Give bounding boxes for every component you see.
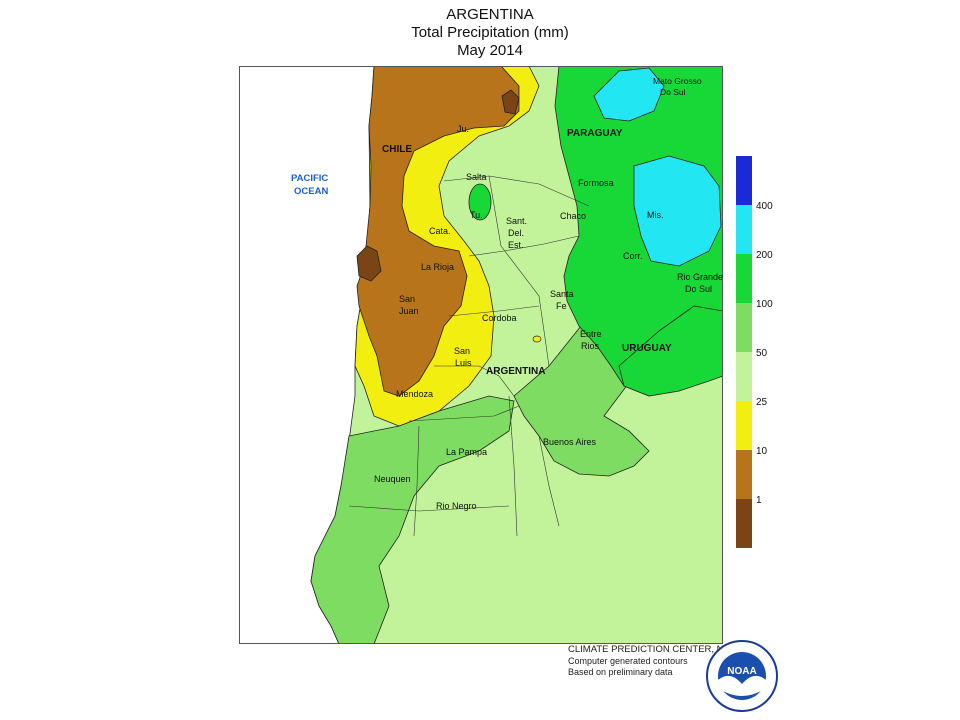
- legend-swatch: [736, 254, 752, 303]
- region-yellow-spot: [532, 335, 542, 343]
- label-catamarca: Cata.: [429, 226, 451, 236]
- ocean-label-line1: PACIFIC: [291, 173, 328, 184]
- color-legend: 400 200 100 50 25 10 1: [736, 156, 773, 548]
- label-entre-rios-line1: Entre: [580, 329, 602, 339]
- label-chile: CHILE: [382, 144, 412, 155]
- region-patagonia-medium: [310, 395, 515, 644]
- ocean-label-line2: OCEAN: [294, 186, 328, 197]
- noaa-logo: NOAA: [706, 640, 778, 712]
- legend-level-label: 100: [756, 299, 773, 310]
- label-san-luis-line2: Luis: [455, 358, 472, 368]
- label-rio-negro: Rio Negro: [436, 501, 477, 511]
- label-cordoba: Cordoba: [482, 313, 517, 323]
- noaa-logo-text: NOAA: [727, 666, 756, 677]
- region-cyan-misiones: [633, 155, 722, 267]
- label-santa-fe-line1: Santa: [550, 289, 574, 299]
- label-neuquen: Neuquen: [374, 474, 411, 484]
- label-salta: Salta: [466, 172, 487, 182]
- label-santiago-line2: Del.: [508, 228, 524, 238]
- legend-level-label: 400: [756, 201, 773, 212]
- region-uruguay-green: [618, 305, 723, 397]
- credit-line-1: CLIMATE PREDICTION CENTER, NOAA: [568, 644, 744, 655]
- label-corrientes: Corr.: [623, 251, 643, 261]
- label-entre-rios-line2: Rios: [581, 341, 600, 351]
- label-chaco: Chaco: [560, 211, 586, 221]
- legend-swatch: [736, 303, 752, 352]
- region-dark-brown-north: [501, 89, 520, 115]
- label-mato-grosso-line2: Do Sul: [660, 87, 686, 97]
- label-tucuman: Tu.: [470, 210, 483, 220]
- region-brown-andes: [356, 66, 520, 397]
- legend-swatch: [736, 156, 752, 205]
- precipitation-map: PACIFIC OCEAN CHILE PARAGUAY URUGUAY ARG…: [239, 66, 723, 644]
- label-san-luis-line1: San: [454, 346, 470, 356]
- label-san-juan-line2: Juan: [399, 306, 419, 316]
- map-title-country: ARGENTINA: [446, 6, 534, 23]
- map-frame: [239, 66, 723, 644]
- label-uruguay: URUGUAY: [622, 343, 672, 354]
- legend-swatch: [736, 499, 752, 548]
- label-mendoza: Mendoza: [396, 389, 433, 399]
- label-argentina: ARGENTINA: [486, 366, 545, 377]
- label-santiago-line3: Est.: [508, 240, 524, 250]
- legend-level-label: 200: [756, 250, 773, 261]
- legend-level-label: 1: [756, 495, 762, 506]
- legend-swatch: [736, 401, 752, 450]
- legend-swatch: [736, 205, 752, 254]
- legend-level-label: 25: [756, 397, 768, 408]
- credit-line-3: Based on preliminary data: [568, 667, 673, 677]
- province-boundaries: [348, 175, 590, 537]
- legend-swatch: [736, 352, 752, 401]
- label-misiones: Mis.: [647, 210, 664, 220]
- label-santiago-line1: Sant.: [506, 216, 527, 226]
- label-rio-grande-line1: Rio Grande: [677, 272, 723, 282]
- map-title-variable: Total Precipitation (mm): [411, 24, 569, 41]
- label-san-juan-line1: San: [399, 294, 415, 304]
- label-jujuy: Ju.: [457, 124, 469, 134]
- legend-swatch: [736, 450, 752, 499]
- label-la-rioja: La Rioja: [421, 262, 454, 272]
- legend-level-label: 10: [756, 446, 768, 457]
- label-formosa: Formosa: [578, 178, 614, 188]
- region-cyan-mato-grosso: [593, 67, 665, 122]
- map-title-period: May 2014: [457, 42, 523, 59]
- label-santa-fe-line2: Fe: [556, 301, 567, 311]
- region-dark-brown-south: [356, 245, 382, 282]
- label-rio-grande-line2: Do Sul: [685, 284, 712, 294]
- label-la-pampa: La Pampa: [446, 447, 487, 457]
- legend-level-label: 50: [756, 348, 768, 359]
- label-buenos-aires: Buenos Aires: [543, 437, 597, 447]
- credit-line-2: Computer generated contours: [568, 656, 688, 666]
- label-mato-grosso-line1: Mato Grosso: [653, 76, 702, 86]
- region-tucuman-green: [468, 183, 492, 221]
- label-paraguay: PARAGUAY: [567, 128, 623, 139]
